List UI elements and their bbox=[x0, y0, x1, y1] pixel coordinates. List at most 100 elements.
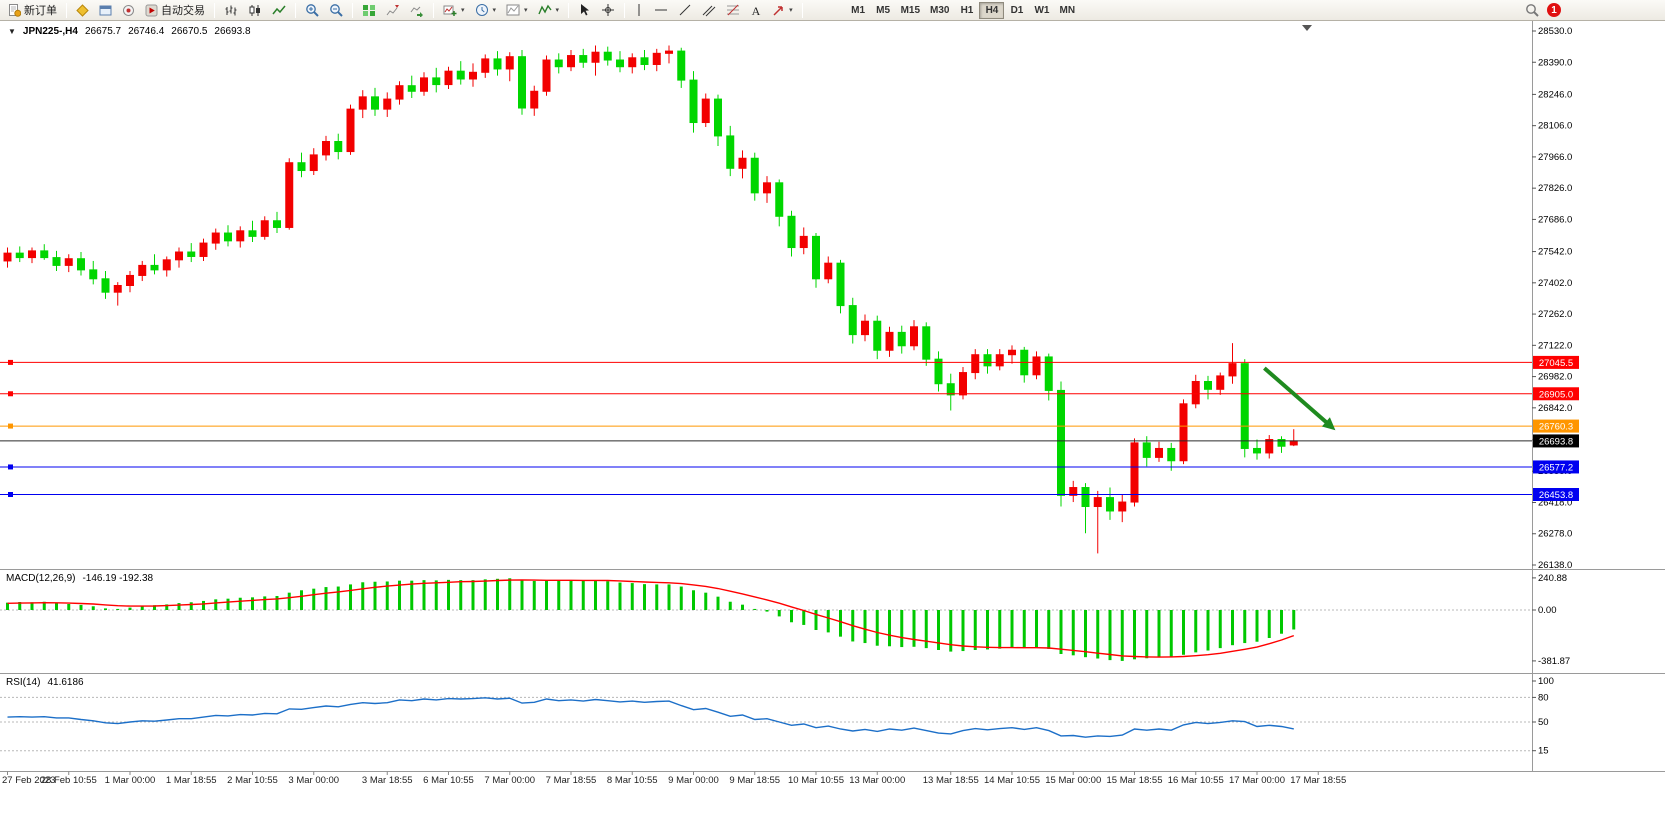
price-line-badge-text: 27045.5 bbox=[1539, 358, 1573, 369]
candle-body bbox=[701, 98, 710, 124]
vertical-line-button[interactable] bbox=[630, 1, 648, 19]
chart-bars-button[interactable] bbox=[220, 1, 242, 19]
time-axis-label: 6 Mar 10:55 bbox=[423, 775, 474, 786]
timeframe-w1-button[interactable]: W1 bbox=[1029, 2, 1054, 19]
new-chart-button[interactable]: ▾ bbox=[439, 1, 469, 19]
auto-scroll-button[interactable] bbox=[406, 1, 428, 19]
zoom-in-button[interactable] bbox=[301, 1, 323, 19]
time-axis-label: 13 Mar 18:55 bbox=[923, 775, 979, 786]
timeframe-h1-button[interactable]: H1 bbox=[954, 2, 979, 19]
dropdown-caret-icon[interactable]: ▾ bbox=[461, 6, 465, 14]
search-icon[interactable] bbox=[1525, 3, 1539, 17]
timeframe-mn-button[interactable]: MN bbox=[1054, 2, 1080, 19]
timeframe-m1-button[interactable]: M1 bbox=[846, 2, 871, 19]
dropdown-caret-icon[interactable]: ▾ bbox=[789, 6, 793, 14]
tile-windows-button[interactable] bbox=[358, 1, 380, 19]
candle-body bbox=[836, 262, 845, 307]
timeframe-m15-button[interactable]: M15 bbox=[896, 2, 925, 19]
chart-line-button[interactable] bbox=[268, 1, 290, 19]
trendline-button[interactable] bbox=[674, 1, 696, 19]
candle-body bbox=[126, 274, 134, 286]
text-tool-icon: A bbox=[752, 4, 761, 17]
timeframe-m5-button[interactable]: M5 bbox=[871, 2, 896, 19]
candle-body bbox=[28, 250, 36, 259]
dropdown-caret-icon[interactable]: ▾ bbox=[492, 6, 497, 14]
candle-body bbox=[297, 162, 306, 172]
metaeditor-button[interactable] bbox=[72, 1, 93, 19]
candle-body bbox=[395, 85, 404, 100]
zoom-in-icon bbox=[306, 4, 319, 17]
chart-candles-button[interactable] bbox=[244, 1, 266, 19]
templates-button[interactable]: ▾ bbox=[502, 1, 532, 19]
crosshair-button[interactable] bbox=[597, 1, 619, 19]
price-axis-label: 28246.0 bbox=[1538, 89, 1572, 100]
new-order-button[interactable]: 新订单 bbox=[4, 1, 61, 19]
horizontal-line-button[interactable] bbox=[650, 1, 672, 19]
macd-axis-label: 0.00 bbox=[1538, 605, 1557, 616]
timeframe-h4-button[interactable]: H4 bbox=[979, 1, 1005, 19]
navigator-button[interactable] bbox=[118, 1, 139, 19]
candle-body bbox=[505, 56, 514, 70]
trend-arrow[interactable] bbox=[1263, 366, 1330, 426]
line-handle[interactable] bbox=[8, 423, 13, 429]
dropdown-caret-icon[interactable]: ▾ bbox=[555, 6, 560, 14]
candle-body bbox=[848, 305, 857, 336]
candle-body bbox=[530, 90, 539, 109]
time-axis-label: 17 Mar 18:55 bbox=[1290, 775, 1346, 786]
time-axis-label: 9 Mar 18:55 bbox=[729, 775, 780, 786]
candle-body bbox=[897, 331, 906, 347]
fibonacci-button[interactable] bbox=[722, 1, 744, 19]
candle-body bbox=[738, 157, 747, 169]
line-handle[interactable] bbox=[8, 464, 13, 470]
chart-shift-button[interactable] bbox=[382, 1, 404, 19]
candle-body bbox=[1179, 403, 1188, 462]
price-axis-label: 28530.0 bbox=[1538, 26, 1572, 37]
notification-badge[interactable]: 1 bbox=[1547, 3, 1561, 17]
cursor-button[interactable] bbox=[574, 1, 595, 19]
candle-body bbox=[1289, 440, 1298, 446]
zoom-out-button[interactable] bbox=[325, 1, 347, 19]
candle-body bbox=[101, 278, 110, 293]
ohlc-close: 26693.8 bbox=[214, 26, 251, 37]
candle-body bbox=[1142, 442, 1151, 458]
arrows-tool-button[interactable]: ▾ bbox=[768, 1, 797, 19]
chart-shift-marker-icon[interactable] bbox=[1302, 25, 1312, 31]
line-handle[interactable] bbox=[8, 491, 13, 497]
price-line-badge bbox=[1533, 419, 1579, 433]
toolbar-separator bbox=[433, 2, 434, 18]
periods-button[interactable]: ▾ bbox=[471, 1, 501, 19]
chart-area[interactable]: 28530.0 28390.0 28246.0 28106.0 27966.0 27826… bbox=[0, 21, 1665, 839]
toolbar-separator bbox=[214, 2, 215, 18]
candle-body bbox=[750, 157, 759, 194]
rsi-axis-label: 15 bbox=[1538, 746, 1549, 757]
candle-body bbox=[934, 358, 943, 385]
dropdown-caret-icon[interactable]: ▾ bbox=[524, 6, 528, 14]
indicators-button[interactable]: ▾ bbox=[534, 1, 564, 19]
line-handle[interactable] bbox=[8, 391, 13, 397]
macd-name: MACD(12,26,9) bbox=[6, 573, 76, 584]
text-tool-button[interactable]: A bbox=[746, 1, 766, 19]
candle-body bbox=[726, 135, 735, 169]
candle-body bbox=[211, 232, 220, 244]
price-axis-label: 27262.0 bbox=[1538, 309, 1572, 320]
candle-body bbox=[1008, 349, 1016, 356]
trend-arrow-head[interactable] bbox=[1321, 417, 1336, 431]
rsi-value: 41.6186 bbox=[47, 677, 84, 688]
time-axis-label: 15 Mar 00:00 bbox=[1045, 775, 1101, 786]
candle-body bbox=[1130, 442, 1139, 503]
channel-button[interactable] bbox=[698, 1, 720, 19]
candle-body bbox=[481, 58, 490, 73]
line-handle[interactable] bbox=[8, 359, 13, 365]
timeframe-m30-button[interactable]: M30 bbox=[925, 2, 954, 19]
terminal-button[interactable] bbox=[95, 1, 116, 19]
timeframe-d1-button[interactable]: D1 bbox=[1004, 2, 1029, 19]
candle-body bbox=[995, 354, 1004, 367]
candle-body bbox=[1093, 497, 1102, 508]
candle-body bbox=[199, 242, 208, 257]
collapse-triangle-icon[interactable]: ▼ bbox=[8, 27, 16, 36]
time-axis-label: 16 Mar 10:55 bbox=[1168, 775, 1224, 786]
price-line-badge bbox=[1533, 487, 1579, 501]
chart-canvas[interactable]: 28530.0 28390.0 28246.0 28106.0 27966.0 27826… bbox=[0, 21, 1665, 839]
auto-trading-button[interactable]: 自动交易 bbox=[141, 1, 209, 19]
candle-body bbox=[763, 182, 771, 194]
